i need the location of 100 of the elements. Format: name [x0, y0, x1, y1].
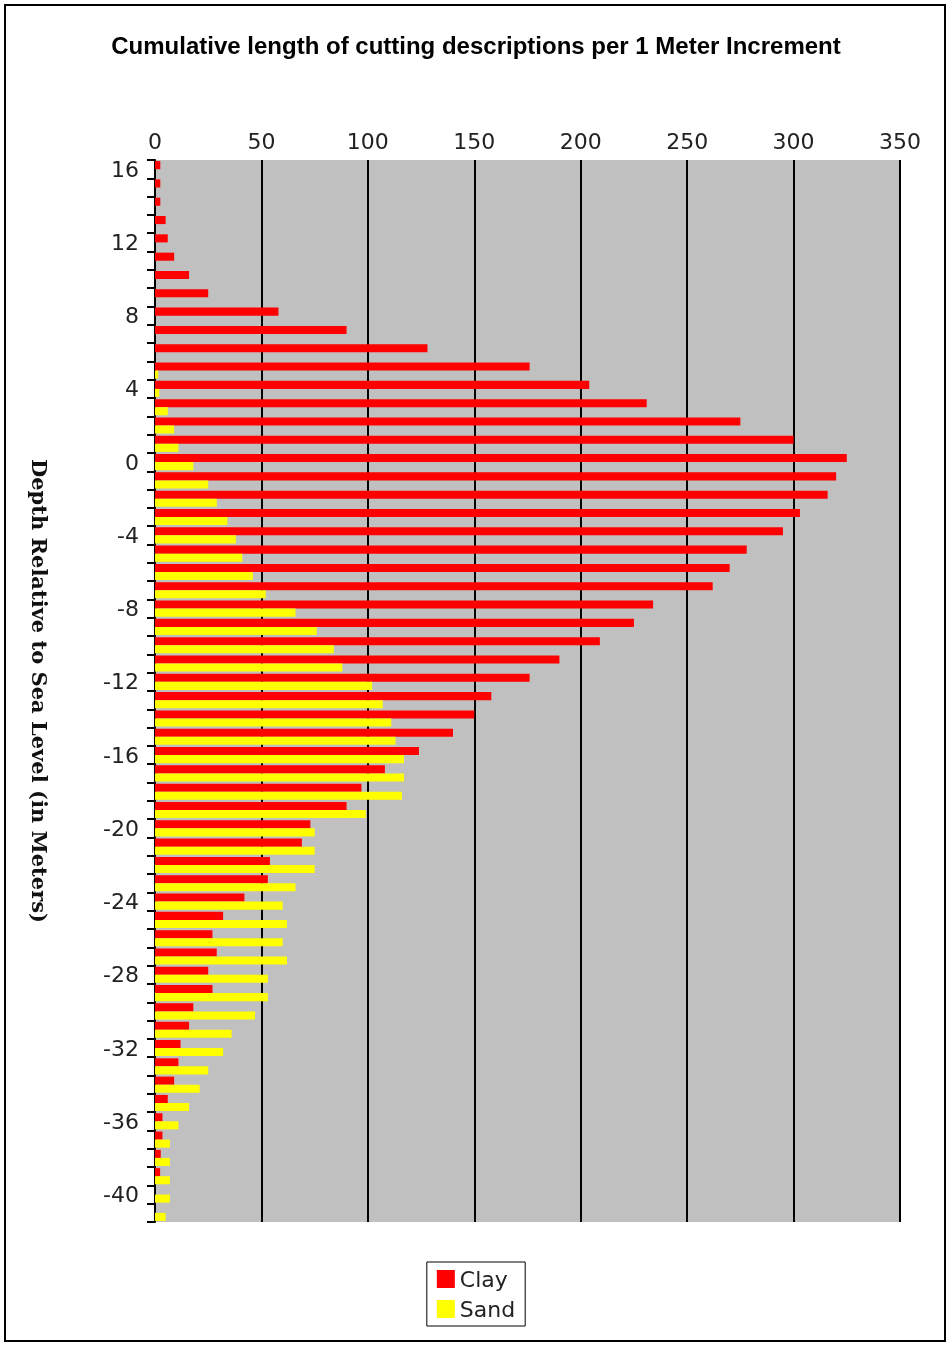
bar: [155, 645, 334, 654]
y-tick-label: 8: [125, 303, 139, 329]
bar: [155, 344, 428, 353]
bar: [155, 846, 315, 855]
y-tick-label: -24: [103, 889, 139, 915]
bar: [155, 388, 160, 397]
bar: [155, 590, 266, 599]
bar: [155, 985, 213, 994]
bar: [155, 545, 747, 554]
bar: [155, 407, 168, 416]
bar: [155, 509, 800, 518]
bar: [155, 1003, 194, 1012]
bar: [155, 956, 287, 965]
bar: [155, 161, 161, 170]
bar: [155, 1194, 170, 1203]
bar: [155, 736, 396, 745]
bar: [155, 1157, 170, 1166]
bar: [155, 765, 385, 774]
y-tick-label: -16: [103, 742, 139, 768]
bar: [155, 307, 279, 316]
x-tick-label: 100: [346, 128, 389, 154]
bar: [155, 608, 296, 617]
bar: [155, 1102, 190, 1112]
bar: [155, 755, 405, 764]
bar: [155, 893, 245, 902]
bar: [155, 425, 175, 434]
x-tick-label: 200: [559, 128, 602, 154]
bar: [155, 462, 194, 471]
bar: [155, 1011, 256, 1020]
bar: [155, 270, 190, 280]
legend-label: Clay: [459, 1266, 508, 1292]
bar: [155, 938, 283, 947]
bar: [155, 417, 741, 426]
bar: [155, 1029, 232, 1038]
x-tick-label: 0: [148, 128, 162, 154]
bar: [155, 974, 268, 983]
bar: [155, 966, 209, 975]
bar: [155, 582, 713, 591]
bar: [155, 655, 560, 664]
bar: [155, 600, 654, 609]
bar: [155, 1212, 166, 1221]
bar: [155, 801, 347, 811]
bar: [155, 517, 228, 526]
bar: [155, 563, 730, 572]
x-tick-label: 250: [666, 128, 709, 154]
bar: [155, 1084, 200, 1093]
y-tick-label: -8: [117, 596, 139, 622]
y-tick-label: -28: [103, 962, 139, 988]
bar: [155, 718, 392, 727]
bar: [155, 864, 315, 873]
y-axis-title: Depth Relative to Sea Level (in Meters): [27, 459, 52, 923]
bar: [155, 1021, 190, 1030]
bar: [155, 901, 283, 910]
bar: [155, 919, 287, 928]
bar: [155, 527, 783, 536]
bar: [155, 828, 315, 837]
y-tick-label: -20: [103, 815, 139, 841]
chart-title: Cumulative length of cutting descriptions per 1 Meter Increment: [111, 31, 841, 59]
bar: [155, 454, 847, 463]
bar: [155, 856, 270, 865]
bar: [155, 1168, 161, 1177]
bar: [155, 179, 161, 188]
bar: [155, 435, 794, 444]
bar: [155, 728, 453, 737]
bar: [155, 618, 634, 627]
bar: [155, 1094, 168, 1103]
bar: [155, 472, 837, 481]
bar: [155, 773, 405, 782]
y-tick-label: 0: [125, 449, 139, 475]
bar: [155, 498, 217, 507]
y-tick-label: 4: [125, 376, 139, 402]
bar: [155, 663, 343, 672]
bar: [155, 325, 347, 334]
bar: [155, 380, 590, 389]
bar: [155, 535, 236, 544]
bar: [155, 1048, 224, 1057]
bar: [155, 1076, 175, 1085]
x-tick-label: 50: [247, 128, 276, 154]
bar: [155, 948, 217, 957]
x-tick-label: 350: [879, 128, 921, 154]
y-tick-label: -32: [103, 1035, 139, 1061]
bar: [155, 791, 402, 800]
bar: [155, 1040, 181, 1049]
bar: [155, 700, 383, 709]
bar: [155, 810, 366, 819]
bar: [155, 490, 828, 499]
y-tick-label: -36: [103, 1108, 139, 1134]
bar: [155, 1113, 163, 1122]
bar: [155, 710, 475, 719]
bar: [155, 362, 530, 371]
bar: [155, 673, 530, 682]
bar: [155, 883, 296, 892]
bar: [155, 443, 179, 452]
bar: [155, 1176, 170, 1185]
y-tick-label: -4: [117, 522, 139, 548]
bar: [155, 838, 302, 847]
x-tick-label: 300: [772, 128, 815, 154]
bar: [155, 234, 168, 243]
bar: [155, 911, 224, 920]
y-tick-label: 12: [111, 229, 139, 255]
